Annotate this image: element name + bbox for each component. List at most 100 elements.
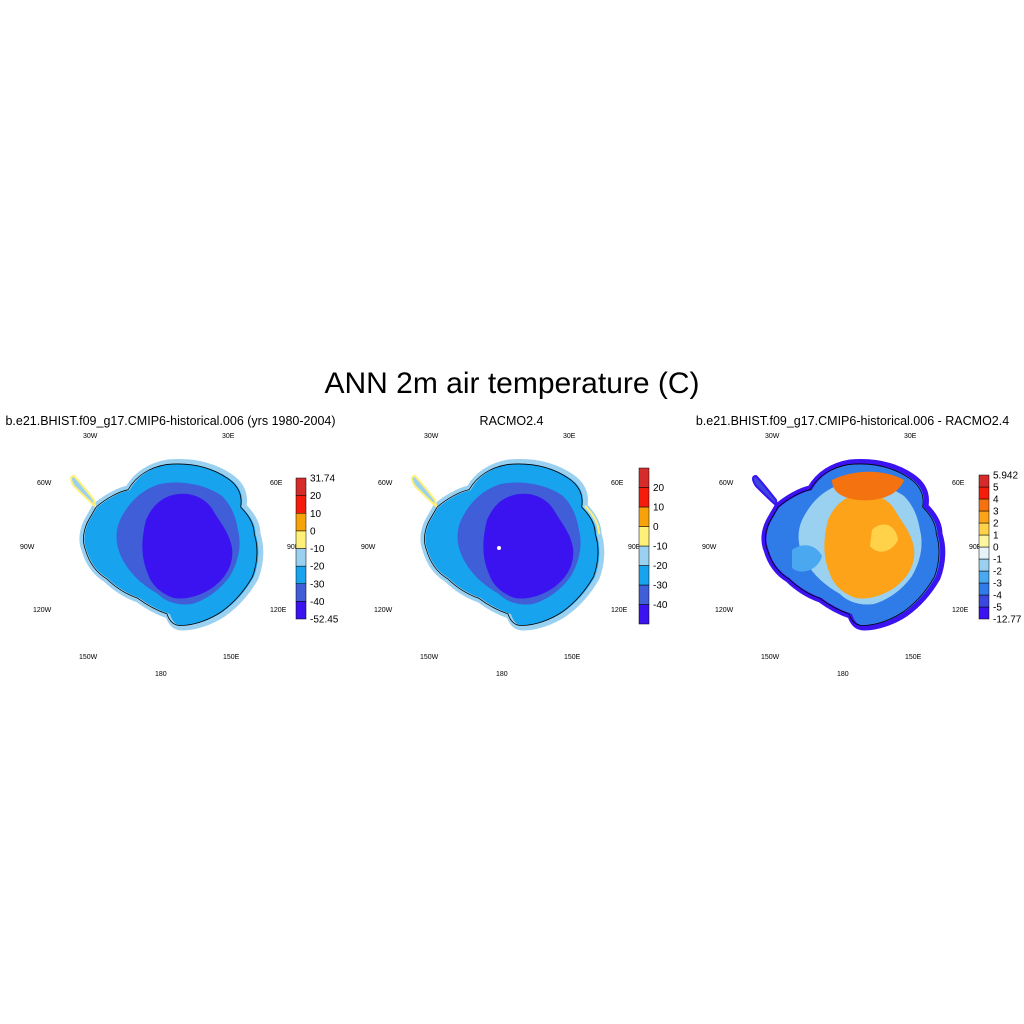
lon-label-30e: 30E — [563, 433, 576, 440]
lon-label-150w: 150W — [420, 654, 439, 661]
lon-label-180: 180 — [155, 671, 167, 678]
coastline — [83, 463, 258, 626]
colorbar-label: -10 — [653, 542, 668, 553]
lon-label-90e: 90E — [969, 544, 982, 551]
longitude-labels: 30W 30E 60W 60E 90W 90E 120W 120E 150W 1… — [702, 433, 982, 678]
colorbar-box — [295, 548, 307, 567]
colorbar-label: -30 — [653, 581, 668, 592]
colorbar-label: 3 — [993, 507, 999, 518]
colorbar-box — [638, 506, 650, 527]
colorbar-box — [978, 534, 990, 548]
colorbar-box — [295, 601, 307, 620]
colorbar-box — [978, 558, 990, 572]
panel-title: b.e21.BHIST.f09_g17.CMIP6-historical.006… — [695, 414, 1010, 428]
colorbar-label: -12.77 — [993, 615, 1022, 626]
colorbar-box — [978, 546, 990, 560]
panel-racmo: RACMO2.4 30W 30E 60W 60E 90W 90E 120W 12… — [341, 410, 682, 690]
lon-label-90e: 90E — [287, 544, 300, 551]
panel-model: b.e21.BHIST.f09_g17.CMIP6-historical.006… — [0, 410, 341, 690]
lon-label-60e: 60E — [611, 480, 624, 487]
lon-label-30e: 30E — [222, 433, 235, 440]
lon-label-90w: 90W — [702, 544, 717, 551]
colorbar-label: -30 — [310, 579, 325, 590]
map-panel-model: 30W 30E 60W 60E 90W 90E 120W 120E 150W 1… — [20, 433, 339, 678]
colorbar-label: 0 — [653, 522, 659, 533]
longitude-labels: 30W 30E 60W 60E 90W 90E 120W 120E 150W 1… — [20, 433, 300, 678]
colorbar-box — [638, 526, 650, 547]
colorbar-label: 20 — [653, 483, 665, 494]
lon-label-30w: 30W — [83, 433, 98, 440]
coastline — [424, 463, 599, 626]
colorbar-box — [638, 584, 650, 605]
lon-label-120e: 120E — [611, 607, 628, 614]
antarctica-map — [411, 459, 605, 631]
colorbar-label: -20 — [653, 561, 668, 572]
colorbar-box — [295, 495, 307, 514]
peninsula — [70, 474, 97, 509]
pole-marker — [497, 546, 501, 550]
colorbar-label: -1 — [993, 555, 1002, 566]
lon-label-180: 180 — [837, 671, 849, 678]
colorbar-box — [978, 522, 990, 536]
cold-anomaly-west — [792, 545, 822, 572]
colorbar-label: -52.45 — [310, 615, 339, 626]
lon-label-150w: 150W — [761, 654, 780, 661]
coastline — [765, 463, 940, 626]
colorbar-box — [978, 582, 990, 596]
warm-anomaly — [824, 493, 915, 599]
colorbar-box — [638, 604, 650, 625]
colorbar-box — [295, 477, 307, 496]
lon-label-90w: 90W — [20, 544, 35, 551]
plateau — [142, 493, 233, 599]
colorbar-box — [638, 545, 650, 566]
colorbar-label: 1 — [993, 531, 999, 542]
lon-label-150e: 150E — [223, 654, 240, 661]
panel-difference: b.e21.BHIST.f09_g17.CMIP6-historical.006… — [682, 410, 1023, 690]
lon-label-30w: 30W — [765, 433, 780, 440]
lon-label-90w: 90W — [361, 544, 376, 551]
colorbar-label: 0 — [993, 543, 999, 554]
colorbar: -40 -30 -20 -10 0 10 20 — [638, 467, 668, 625]
antarctica-map — [752, 459, 946, 631]
colorbar-box — [295, 530, 307, 549]
lon-label-30w: 30W — [424, 433, 439, 440]
warm-anomaly-north — [832, 471, 904, 501]
colorbar-label: -20 — [310, 562, 325, 573]
colorbar-label: -2 — [993, 567, 1002, 578]
colorbar-box — [638, 565, 650, 586]
colorbar-box — [978, 594, 990, 608]
coast-warm-edge — [584, 505, 600, 535]
map-panel-difference: 30W 30E 60W 60E 90W 90E 120W 120E 150W 1… — [702, 433, 1022, 678]
colorbar-box — [978, 474, 990, 488]
lon-label-120e: 120E — [270, 607, 287, 614]
colorbar-label: 5 — [993, 483, 999, 494]
colorbar-label: 5.942 — [993, 471, 1018, 482]
colorbar-label: -10 — [310, 544, 325, 555]
colorbar-box — [978, 510, 990, 524]
lon-label-120w: 120W — [374, 607, 393, 614]
peninsula — [411, 474, 438, 509]
colorbar-box — [295, 583, 307, 602]
lon-label-90e: 90E — [628, 544, 641, 551]
figure-title: ANN 2m air temperature (C) — [324, 367, 700, 400]
colorbar-label: 31.74 — [310, 474, 335, 485]
lon-label-150w: 150W — [79, 654, 98, 661]
lon-label-30e: 30E — [904, 433, 917, 440]
colorbar-label: 10 — [310, 509, 322, 520]
colorbar-label: 4 — [993, 495, 999, 506]
lon-label-120e: 120E — [952, 607, 969, 614]
colorbar-box — [638, 487, 650, 508]
panel-title: RACMO2.4 — [479, 414, 544, 428]
colorbar-box — [638, 467, 650, 488]
lon-label-60w: 60W — [719, 480, 734, 487]
colorbar-label: 2 — [993, 519, 999, 530]
colorbar-label: -40 — [310, 597, 325, 608]
panel-title: b.e21.BHIST.f09_g17.CMIP6-historical.006… — [5, 414, 336, 428]
colorbar-box — [978, 606, 990, 620]
lon-label-150e: 150E — [905, 654, 922, 661]
colorbar-box — [978, 486, 990, 500]
colorbar-label: 10 — [653, 503, 665, 514]
lon-label-180: 180 — [496, 671, 508, 678]
peninsula — [752, 474, 779, 509]
